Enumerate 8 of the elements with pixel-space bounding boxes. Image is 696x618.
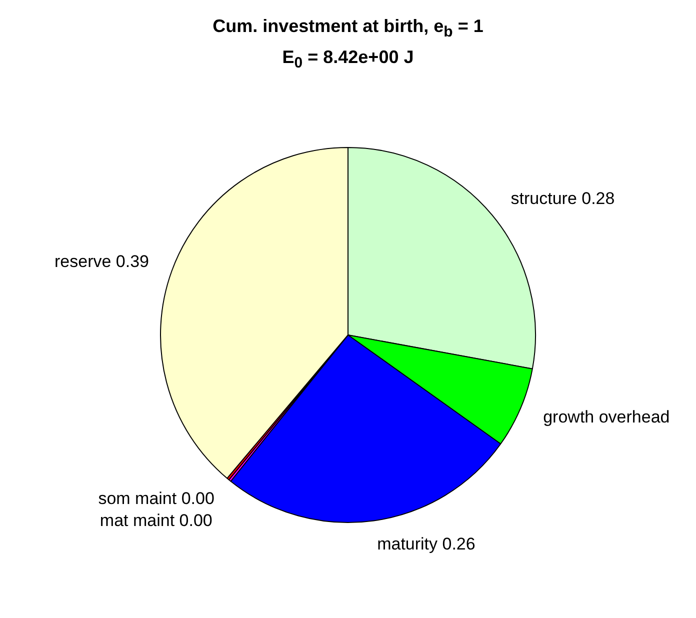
slice-label: mat maint 0.00 bbox=[100, 511, 212, 530]
slice-label: som maint 0.00 bbox=[98, 489, 214, 508]
chart-title: Cum. investment at birth, e$_{b}$ = 1 bbox=[212, 15, 484, 43]
slice-label: maturity 0.26 bbox=[377, 534, 476, 554]
slice-label: reserve 0.39 bbox=[54, 252, 150, 272]
slice-label: growth overhead bbox=[543, 407, 670, 426]
chart-subtitle: E$_{0}$ = 8.42e+00 J bbox=[281, 46, 415, 74]
slice-label: structure 0.28 bbox=[510, 189, 615, 208]
